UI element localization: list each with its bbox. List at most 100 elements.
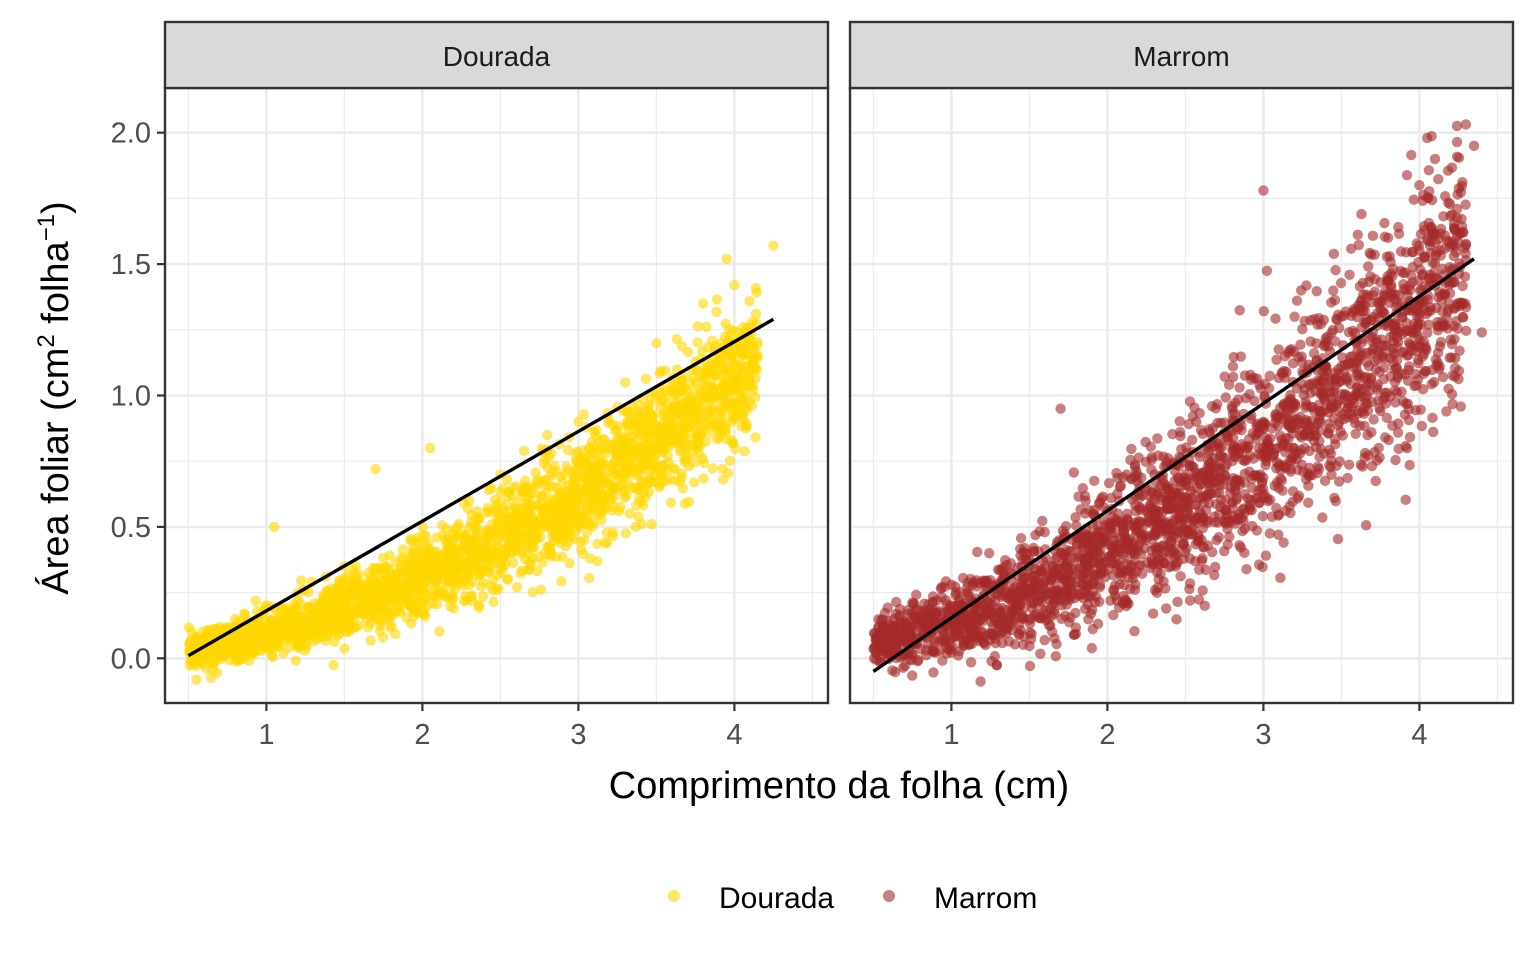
- data-point: [531, 565, 543, 577]
- data-point: [1404, 459, 1415, 471]
- data-point: [1370, 475, 1381, 487]
- data-point: [1264, 370, 1276, 382]
- data-point: [622, 420, 633, 431]
- data-point: [729, 371, 740, 382]
- data-point: [1175, 430, 1186, 442]
- data-point: [1258, 306, 1270, 317]
- data-point: [511, 582, 523, 593]
- data-point: [390, 594, 402, 606]
- data-point: [1351, 382, 1363, 394]
- data-point: [1149, 584, 1161, 596]
- data-point: [1233, 514, 1244, 525]
- data-point: [605, 479, 616, 491]
- data-point: [651, 337, 662, 349]
- data-point: [1446, 388, 1458, 400]
- data-point: [659, 475, 671, 487]
- data-point: [488, 529, 500, 541]
- data-point: [1405, 270, 1417, 281]
- data-point: [542, 429, 553, 441]
- data-point: [648, 410, 659, 421]
- data-point: [617, 437, 628, 448]
- data-point: [421, 600, 433, 612]
- data-point: [882, 602, 893, 613]
- data-point: [596, 515, 607, 526]
- data-point: [1108, 609, 1119, 621]
- data-point: [573, 514, 585, 525]
- data-point: [1179, 547, 1191, 558]
- data-point: [1217, 441, 1228, 453]
- data-point: [1417, 269, 1429, 280]
- data-point: [466, 563, 478, 574]
- data-point: [1393, 443, 1404, 455]
- data-point: [1035, 648, 1046, 659]
- data-point: [752, 349, 763, 361]
- data-point: [568, 496, 579, 508]
- data-point: [937, 655, 948, 666]
- data-point: [230, 646, 242, 657]
- data-point: [1222, 539, 1233, 550]
- point-cloud-dourada: [183, 240, 779, 685]
- data-point: [719, 395, 730, 407]
- data-point: [239, 608, 250, 619]
- data-point: [698, 473, 709, 484]
- data-point: [403, 599, 415, 610]
- data-point: [908, 598, 920, 609]
- data-point: [1129, 517, 1141, 528]
- data-point: [1423, 165, 1435, 176]
- data-point: [1184, 396, 1196, 407]
- data-point: [425, 442, 436, 454]
- data-point: [556, 576, 567, 587]
- data-point: [557, 489, 569, 500]
- data-point: [531, 532, 543, 543]
- data-point: [1323, 407, 1334, 418]
- data-point: [527, 553, 539, 565]
- data-point: [629, 427, 641, 438]
- data-point: [1406, 149, 1417, 161]
- data-point: [539, 516, 551, 528]
- data-point: [599, 537, 611, 548]
- data-point: [972, 546, 983, 558]
- data-point: [1318, 314, 1330, 326]
- data-point: [620, 528, 631, 539]
- data-point: [431, 532, 442, 543]
- data-point: [676, 444, 687, 455]
- panel-marrom: Marrom: [848, 20, 1515, 705]
- data-point: [1343, 327, 1355, 338]
- data-point: [1037, 515, 1048, 527]
- data-point: [768, 240, 779, 251]
- data-point: [727, 438, 738, 449]
- data-point: [334, 582, 346, 594]
- data-point: [1327, 324, 1339, 336]
- data-point: [653, 436, 665, 448]
- data-point: [379, 602, 391, 614]
- data-point: [633, 484, 644, 496]
- data-point: [483, 484, 494, 496]
- data-point: [309, 598, 320, 609]
- data-point: [1245, 495, 1256, 506]
- data-point: [1178, 538, 1190, 549]
- data-point: [598, 434, 609, 445]
- data-point: [633, 399, 644, 411]
- data-point: [646, 518, 657, 530]
- data-point: [621, 490, 632, 501]
- data-point: [478, 577, 489, 588]
- data-point: [464, 540, 476, 551]
- data-point: [564, 558, 575, 569]
- data-point: [183, 622, 195, 633]
- data-point: [718, 474, 729, 485]
- data-point: [1237, 454, 1249, 466]
- data-point: [574, 536, 586, 547]
- data-point: [1234, 540, 1245, 551]
- panels: Dourada Marrom: [163, 20, 1515, 705]
- data-point: [585, 460, 597, 472]
- data-point: [679, 418, 690, 429]
- data-point: [1241, 564, 1252, 575]
- data-point: [657, 446, 668, 458]
- data-point: [365, 635, 376, 646]
- data-point: [577, 548, 589, 560]
- data-point: [907, 670, 918, 681]
- data-point: [698, 298, 709, 309]
- data-point: [1400, 398, 1412, 409]
- data-point: [1261, 265, 1273, 277]
- data-point: [711, 434, 723, 445]
